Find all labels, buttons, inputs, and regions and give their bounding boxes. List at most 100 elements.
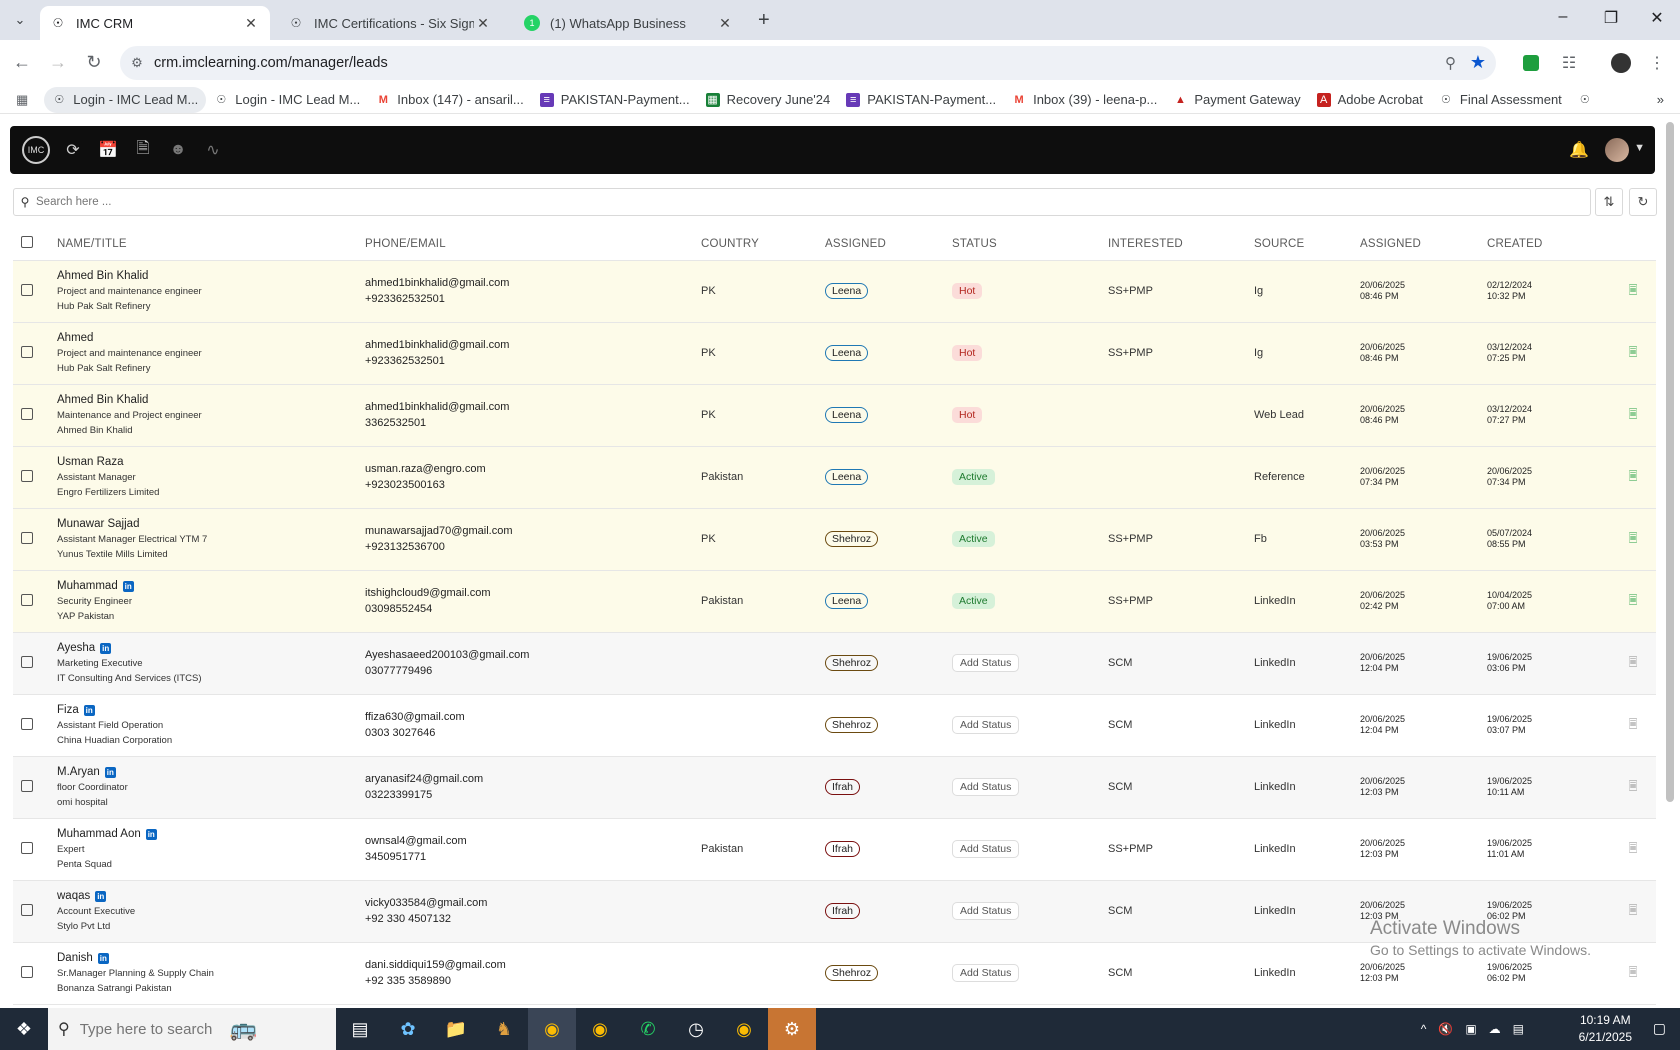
status-badge[interactable]: Add Status	[952, 840, 1020, 858]
status-badge[interactable]: Hot	[952, 283, 983, 299]
lead-name[interactable]: Usman Raza	[57, 456, 124, 468]
lead-email[interactable]: ahmed1binkhalid@gmail.com	[365, 401, 510, 413]
document-icon[interactable]: 🗏	[1628, 284, 1638, 297]
row-checkbox[interactable]	[21, 903, 33, 916]
document-icon[interactable]: 🗏	[1628, 346, 1638, 359]
table-row[interactable]: Usman Raza Assistant Manager Engro Fertili…	[13, 446, 1656, 509]
assignee-badge[interactable]: Shehroz	[825, 965, 879, 981]
lead-email[interactable]: ffiza630@gmail.com	[365, 711, 465, 723]
lead-phone[interactable]: +92 330 4507132	[365, 913, 451, 925]
copilot-icon[interactable]: ✿	[400, 1018, 416, 1039]
status-badge[interactable]: Active	[952, 593, 995, 609]
lead-name[interactable]: Muhammad Aon	[57, 828, 141, 840]
row-checkbox[interactable]	[21, 345, 33, 358]
document-icon[interactable]: 🗏	[1628, 966, 1638, 979]
col-created[interactable]: CREATED	[1487, 228, 1610, 261]
bookmark-star-icon[interactable]: ★	[1469, 52, 1486, 72]
lead-email[interactable]: usman.raza@engro.com	[365, 463, 486, 475]
task-view-icon[interactable]: ▤	[351, 1018, 369, 1039]
taskbar-clock[interactable]: 10:19 AM 6/21/2025	[1579, 1012, 1632, 1046]
bookmark-item[interactable]: ☉	[1570, 87, 1607, 113]
calendar-icon[interactable]: 📅	[98, 142, 118, 159]
document-icon[interactable]: 🗏	[1628, 656, 1638, 669]
lead-email[interactable]: ownsal4@gmail.com	[365, 835, 467, 847]
lead-email[interactable]: Ayeshasaeed200103@gmail.com	[365, 649, 530, 661]
assignee-badge[interactable]: Leena	[825, 283, 869, 299]
col-assigned[interactable]: ASSIGNED	[825, 228, 952, 261]
user-icon[interactable]: ☻	[169, 141, 187, 158]
activity-icon[interactable]: ∿	[206, 142, 220, 159]
table-row[interactable]: Muhammad in Security Engineer YAP Pakistan i…	[13, 570, 1656, 633]
forward-arrow-icon[interactable]: →	[49, 52, 67, 72]
notification-center-icon[interactable]: ▢	[1652, 1020, 1666, 1036]
row-checkbox[interactable]	[21, 655, 33, 668]
lead-name[interactable]: waqas	[57, 890, 91, 902]
table-row[interactable]: Ahmed Project and maintenance engineer Hub…	[13, 322, 1656, 385]
chrome-icon[interactable]: ◉	[592, 1018, 608, 1039]
assignee-badge[interactable]: Leena	[825, 407, 869, 423]
imc-logo[interactable]: IMC	[22, 136, 50, 164]
col-country[interactable]: COUNTRY	[701, 228, 825, 261]
assignee-badge[interactable]: Leena	[825, 469, 869, 485]
assignee-badge[interactable]: Ifrah	[825, 903, 861, 919]
table-row[interactable]: Munawar Sajjad Assistant Manager Electric…	[13, 508, 1656, 571]
row-checkbox[interactable]	[21, 841, 33, 854]
bookmark-item[interactable]: ☉ Login - IMC Lead M...	[206, 87, 368, 113]
document-icon[interactable]: 🗏	[1628, 408, 1638, 421]
new-tab-plus-icon[interactable]: +	[758, 9, 770, 31]
status-badge[interactable]: Add Status	[952, 654, 1020, 672]
filter-icon[interactable]: ⇅	[1595, 188, 1623, 216]
assignee-badge[interactable]: Ifrah	[825, 841, 861, 857]
status-badge[interactable]: Add Status	[952, 778, 1020, 796]
linkedin-icon[interactable]: in	[145, 828, 157, 840]
table-row[interactable]: Ahmed Bin Khalid Maintenance and Project …	[13, 384, 1656, 447]
address-bar[interactable]: ⚙ crm.imclearning.com/manager/leads ⚲ ★	[120, 46, 1496, 80]
lead-phone[interactable]: +923362532501	[365, 293, 445, 305]
page-scrollbar[interactable]	[1666, 122, 1674, 802]
meet-icon[interactable]: ▣	[1465, 1022, 1477, 1036]
lead-email[interactable]: itshighcloud9@gmail.com	[365, 587, 491, 599]
linkedin-icon[interactable]: in	[100, 642, 112, 654]
lead-phone[interactable]: +92 335 3589890	[365, 975, 451, 987]
bookmark-item[interactable]: ≡ PAKISTAN-Payment...	[838, 87, 1004, 113]
lead-email[interactable]: ahmed1binkhalid@gmail.com	[365, 339, 510, 351]
close-window-icon[interactable]: ✕	[1650, 10, 1664, 27]
row-checkbox[interactable]	[21, 531, 33, 544]
profile-avatar-icon[interactable]	[1608, 50, 1634, 76]
site-info-icon[interactable]: ⚙	[131, 55, 143, 70]
lead-phone[interactable]: +923023500163	[365, 479, 445, 491]
reload-icon[interactable]: ↻	[86, 52, 102, 72]
close-tab-icon[interactable]: ✕	[245, 14, 257, 31]
assignee-badge[interactable]: Leena	[825, 345, 869, 361]
lead-name[interactable]: Ahmed Bin Khalid	[57, 394, 149, 406]
bookmark-item[interactable]: ≡ PAKISTAN-Payment...	[532, 87, 698, 113]
more-bookmarks-icon[interactable]: »	[1656, 92, 1664, 107]
close-tab-icon[interactable]: ✕	[719, 14, 731, 31]
app-icon[interactable]: ♞	[495, 1018, 513, 1039]
minimize-icon[interactable]: –	[1558, 8, 1568, 25]
url-text[interactable]: crm.imclearning.com/manager/leads	[154, 55, 388, 71]
search-input[interactable]	[36, 196, 1590, 208]
status-badge[interactable]: Active	[952, 531, 995, 547]
lead-phone[interactable]: 3362532501	[365, 417, 427, 429]
tab-search-chevron-icon[interactable]: ⌄	[14, 12, 26, 27]
windows-start-icon[interactable]: ❖	[15, 1018, 33, 1039]
document-icon[interactable]: 🗏	[1628, 594, 1638, 607]
tab-imc-certifications[interactable]: ☉ IMC Certifications - Six Sigma G ✕	[278, 6, 502, 40]
bookmark-item[interactable]: ▲ Payment Gateway	[1165, 87, 1308, 113]
settings-gear-icon[interactable]: ⚙	[768, 1008, 816, 1050]
assignee-badge[interactable]: Ifrah	[825, 779, 861, 795]
table-row[interactable]: Ahmed Bin Khalid Project and maintenance …	[13, 260, 1656, 323]
chrome-icon[interactable]: ◉	[736, 1018, 752, 1039]
whatsapp-icon[interactable]: ✆	[640, 1018, 656, 1039]
table-row[interactable]: Fiza in Assistant Field Operation China Hua…	[13, 694, 1656, 757]
lead-name[interactable]: Fiza	[57, 704, 79, 716]
chevron-up-icon[interactable]: ^	[1420, 1022, 1427, 1036]
lead-name[interactable]: Ahmed Bin Khalid	[57, 270, 149, 282]
lead-name[interactable]: Danish	[57, 952, 93, 964]
lead-phone[interactable]: 03223399175	[365, 789, 433, 801]
status-badge[interactable]: Add Status	[952, 902, 1020, 920]
lead-email[interactable]: aryanasif24@gmail.com	[365, 773, 484, 785]
close-tab-icon[interactable]: ✕	[477, 14, 489, 31]
table-row[interactable]: Danish in Sr.Manager Planning & Supply Cha…	[13, 942, 1656, 1005]
